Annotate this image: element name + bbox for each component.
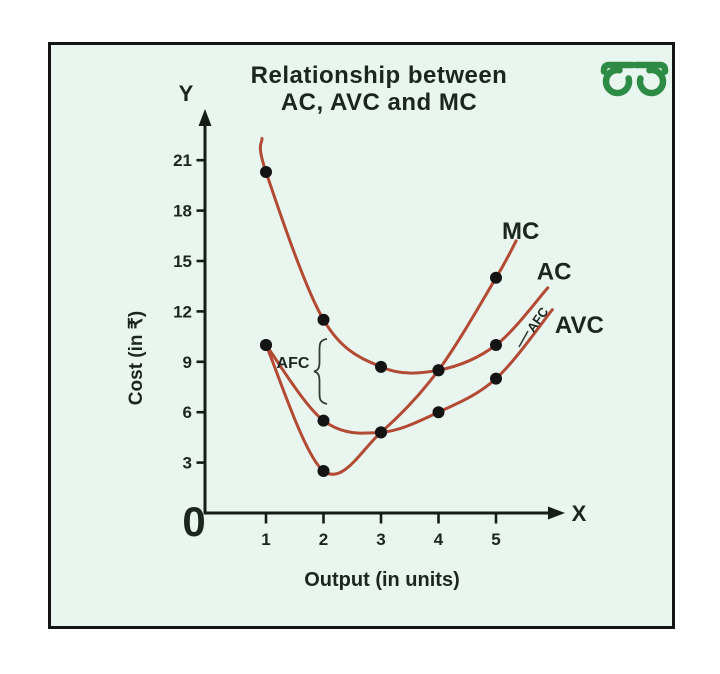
curve-avc [264,308,554,435]
curve-ac [258,136,550,375]
y-axis-letter: Y [179,81,194,106]
x-axis-title: Output (in units) [304,569,460,591]
afc-gap-label-left: AFC [277,355,310,372]
afc-gap-label-right: AFC [524,304,552,335]
y-tick-label: 3 [183,454,192,473]
chart-title-line2: AC, AVC and MC [281,89,477,116]
data-points [260,165,502,477]
point-mc-3 [375,426,387,439]
x-tick-label: 2 [319,530,328,549]
x-axis-arrow-icon [548,506,565,520]
y-tick-label: 18 [173,202,192,221]
point-mc-2 [317,465,330,477]
y-tick-label: 6 [183,403,192,422]
point-avc-2 [317,414,330,427]
point-avc-4 [432,406,445,419]
curve-label-avc: AVC [555,312,604,339]
x-tick-label: 5 [491,530,500,549]
point-mc-5 [490,271,502,284]
x-axis-letter: X [572,501,587,526]
afc-leader-line [518,330,529,348]
y-tick-label: 9 [183,353,192,372]
y-tick-label: 21 [173,151,192,170]
afc-brace-icon [313,338,328,405]
x-tick-label: 1 [261,530,270,549]
point-avc-5 [490,372,502,385]
y-tick-label: 12 [173,302,192,321]
point-ac-1 [260,165,272,178]
chart-title-line1: Relationship between [251,62,508,89]
chart-card [48,42,675,629]
y-axis-title: Cost (in ₹) [126,311,147,405]
curve-label-mc: MC [502,218,539,245]
cost-curves [258,136,554,476]
x-tick-label: 4 [434,530,444,549]
point-ac-3 [375,360,387,373]
point-ac-2 [317,313,330,326]
point-mc-4 [432,364,445,377]
point-ac-5 [490,339,502,351]
y-axis-arrow-icon [198,109,212,126]
geeksforgeeks-logo-icon [600,61,669,97]
point-mc-1 [260,339,272,351]
origin-label: 0 [182,498,205,545]
x-tick-label: 3 [376,530,385,549]
curve-label-ac: AC [537,258,572,285]
y-tick-label: 15 [173,252,192,271]
curve-labels: AC AVC MC [502,218,604,339]
